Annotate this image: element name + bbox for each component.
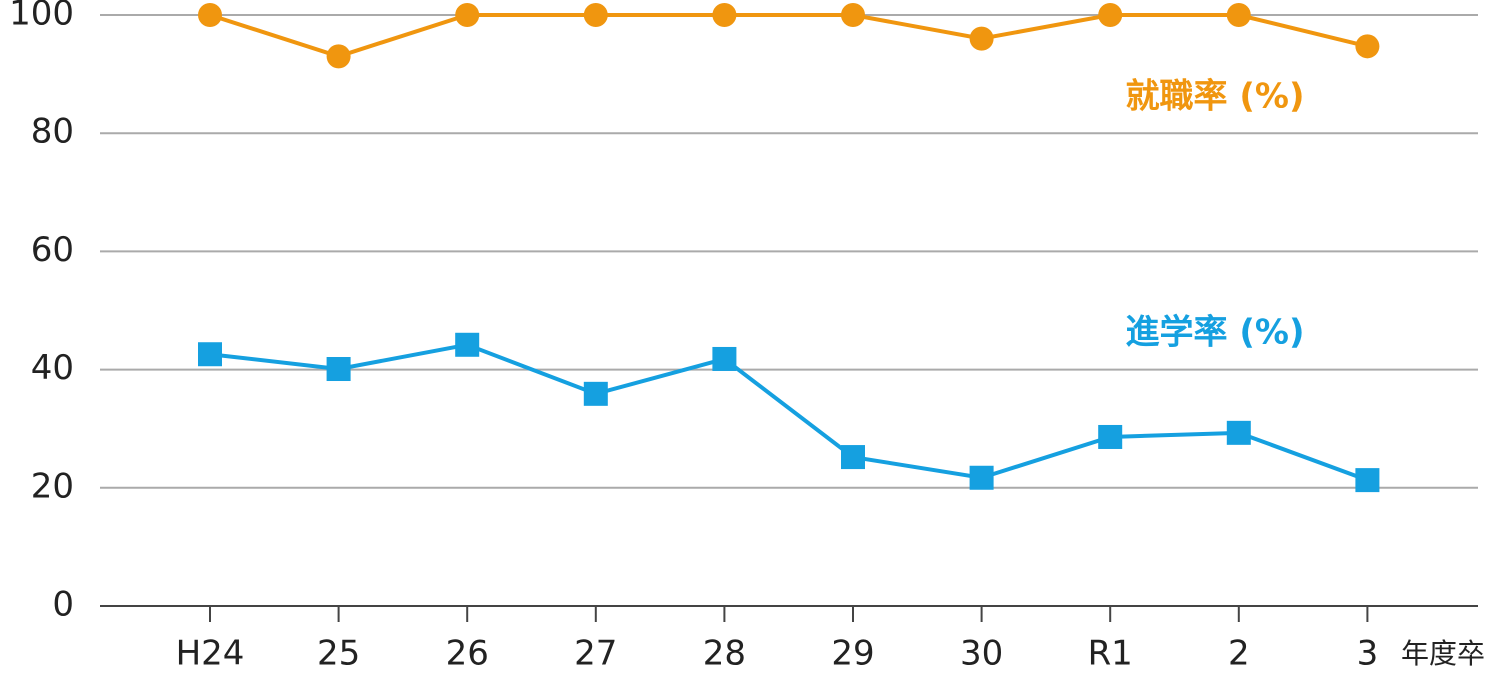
marker [712,3,737,27]
x-tick-label: 3 [1357,634,1379,674]
series-label: 進学率 (%) [1126,313,1305,353]
marker [1355,34,1380,59]
x-tick-label: 28 [703,634,746,674]
y-tick-label: 60 [31,230,74,270]
marker [712,346,737,371]
x-tick-label: 30 [960,634,1003,674]
marker [1355,468,1380,493]
y-tick-label: 40 [31,348,74,388]
y-tick-label: 80 [31,112,74,152]
marker [1098,3,1123,27]
x-tick-label: 27 [574,634,617,674]
marker [455,332,480,357]
marker [326,357,351,382]
y-tick-label: 100 [9,0,74,34]
marker [198,342,222,367]
marker [969,26,994,51]
x-axis-label: 年度卒 [1401,637,1485,670]
marker [198,3,222,27]
y-tick-label: 20 [31,466,74,506]
marker [1098,424,1123,449]
series-line [209,13,1368,59]
marker [326,44,351,69]
series-line [209,342,1369,482]
series-label: 就職率 (%) [1126,77,1305,117]
marker [583,381,608,406]
marker [1226,420,1251,445]
marker [455,3,480,27]
marker [1226,3,1251,27]
x-tick-label: 26 [446,634,489,674]
marker [969,465,994,490]
x-tick-label: R1 [1088,634,1133,674]
x-tick-label: 2 [1228,634,1250,674]
x-tick-label: 29 [831,634,874,674]
marker [841,445,865,470]
x-tick-label: 25 [317,634,360,674]
marker [583,3,608,27]
x-tick-label: H24 [176,634,245,674]
y-tick-label: 0 [52,585,74,625]
marker [841,3,865,27]
